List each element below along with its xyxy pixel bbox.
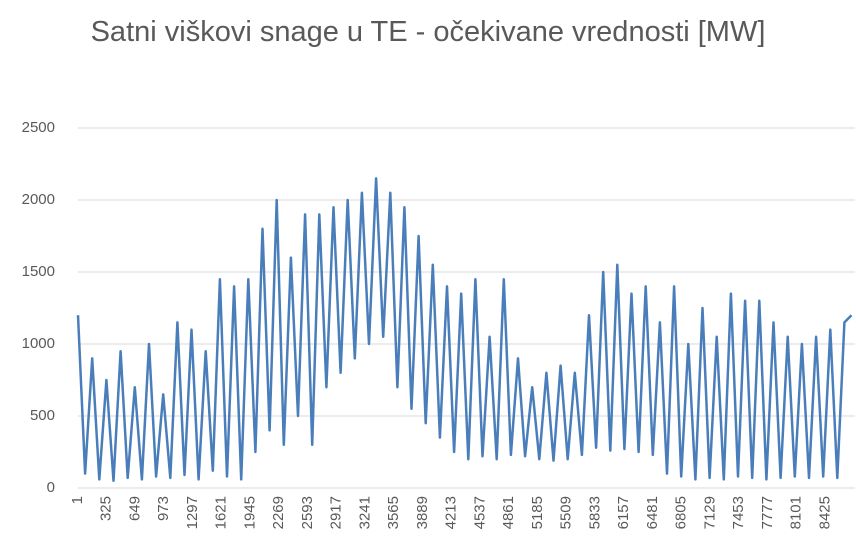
- x-tick-label: 1945: [241, 496, 258, 529]
- x-tick-label: 3565: [385, 496, 402, 529]
- x-tick-label: 3241: [356, 496, 373, 529]
- x-tick-label: 7453: [730, 496, 747, 529]
- x-tick-label: 1297: [184, 496, 201, 529]
- x-tick-label: 1621: [213, 496, 230, 529]
- x-tick-label: 1: [69, 496, 86, 504]
- y-tick-label: 1500: [22, 263, 55, 280]
- x-tick-label: 5509: [558, 496, 575, 529]
- x-tick-label: 7777: [759, 496, 776, 529]
- x-tick-label: 3889: [414, 496, 431, 529]
- x-tick-label: 2269: [270, 496, 287, 529]
- y-tick-label: 500: [30, 407, 55, 424]
- x-tick-label: 8425: [816, 496, 833, 529]
- chart-title: Satni viškovi snage u TE - očekivane vre…: [90, 16, 766, 48]
- x-tick-label: 6481: [644, 496, 661, 529]
- x-tick-label: 4861: [500, 496, 517, 529]
- x-tick-label: 7129: [701, 496, 718, 529]
- x-tick-label: 5833: [586, 496, 603, 529]
- x-tick-label: 4213: [443, 496, 460, 529]
- y-tick-label: 2000: [22, 191, 55, 208]
- x-tick-label: 5185: [529, 496, 546, 529]
- data-line: [76, 177, 853, 483]
- x-tick-label: 973: [155, 496, 172, 521]
- y-tick-label: 1000: [22, 335, 55, 352]
- x-tick-label: 8101: [788, 496, 805, 529]
- x-tick-label: 4537: [471, 496, 488, 529]
- x-tick-label: 2917: [328, 496, 345, 529]
- x-tick-label: 6157: [615, 496, 632, 529]
- x-tick-label: 649: [126, 496, 143, 521]
- y-tick-label: 0: [47, 479, 55, 496]
- x-tick-label: 2593: [299, 496, 316, 529]
- y-tick-label: 2500: [22, 119, 55, 136]
- x-tick-label: 6805: [673, 496, 690, 529]
- x-tick-label: 325: [98, 496, 115, 521]
